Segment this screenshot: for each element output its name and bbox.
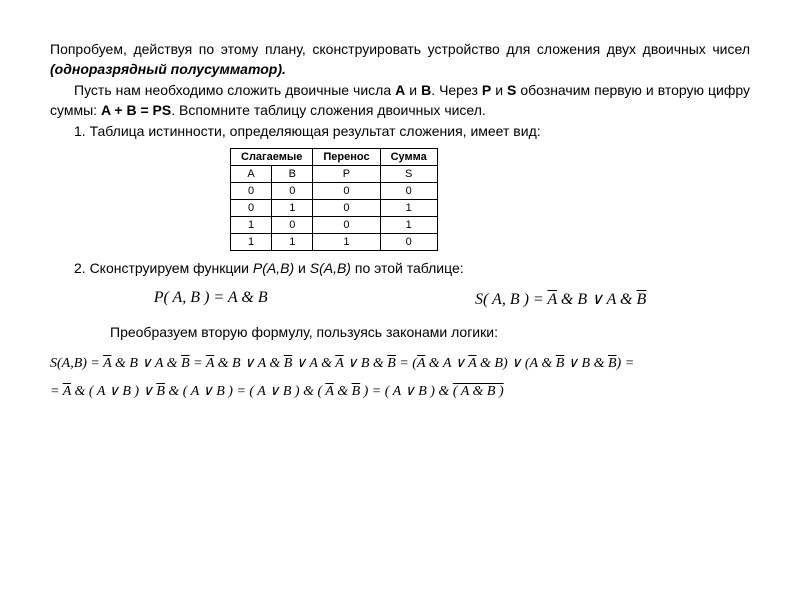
eqn-sum: A + B = PS <box>101 102 171 118</box>
table-row: 0 1 0 1 <box>231 199 438 216</box>
paragraph-2: Пусть нам необходимо сложить двоичные чи… <box>50 81 750 120</box>
table-row: 1 1 1 0 <box>231 233 438 250</box>
fn-P: P(A,B) <box>253 260 294 276</box>
s2a: 2. Сконструируем функции <box>74 260 253 276</box>
sym-P: P <box>482 82 491 98</box>
para1-emph: (одноразрядный полусумматор). <box>50 61 286 77</box>
th-carry: Перенос <box>313 148 380 165</box>
formula-transform: S(A,B) = A & B ∨ A & B = A & B ∨ A & B ∨… <box>50 350 750 406</box>
s2c: по этой таблице: <box>351 260 464 276</box>
step-3: Преобразуем вторую формулу, пользуясь за… <box>50 323 750 343</box>
p2a: Пусть нам необходимо сложить двоичные чи… <box>74 82 395 98</box>
col-B: B <box>272 165 313 182</box>
step-1: 1. Таблица истинности, определяющая резу… <box>50 122 750 142</box>
sym-S: S <box>507 82 516 98</box>
p2f: . Вспомните таблицу сложения двоичных чи… <box>171 102 486 118</box>
s2b: и <box>294 260 310 276</box>
para1-text: Попробуем, действуя по этому плану, скон… <box>50 41 750 57</box>
th-addends: Слагаемые <box>231 148 313 165</box>
p2c: . Через <box>431 82 482 98</box>
formula-row: P( A, B ) = A & B S( A, B ) = A & B ∨ A … <box>50 289 750 309</box>
table-row: 1 0 0 1 <box>231 216 438 233</box>
sym-A: A <box>395 82 405 98</box>
col-A: A <box>231 165 272 182</box>
fn-S: S(A,B) <box>310 260 351 276</box>
formula-S: S( A, B ) = A & B ∨ A & B <box>475 289 646 309</box>
truth-table: Слагаемые Перенос Сумма A B P S 0 0 0 0 … <box>230 148 438 251</box>
col-S: S <box>380 165 437 182</box>
formula-P: P( A, B ) = A & B <box>154 289 268 309</box>
paragraph-1: Попробуем, действуя по этому плану, скон… <box>50 40 750 79</box>
sym-B: B <box>421 82 431 98</box>
p2d: и <box>491 82 507 98</box>
step-2: 2. Сконструируем функции P(A,B) и S(A,B)… <box>50 259 750 279</box>
p2b: и <box>405 82 421 98</box>
col-P: P <box>313 165 380 182</box>
table-row: 0 0 0 0 <box>231 182 438 199</box>
th-sum: Сумма <box>380 148 437 165</box>
